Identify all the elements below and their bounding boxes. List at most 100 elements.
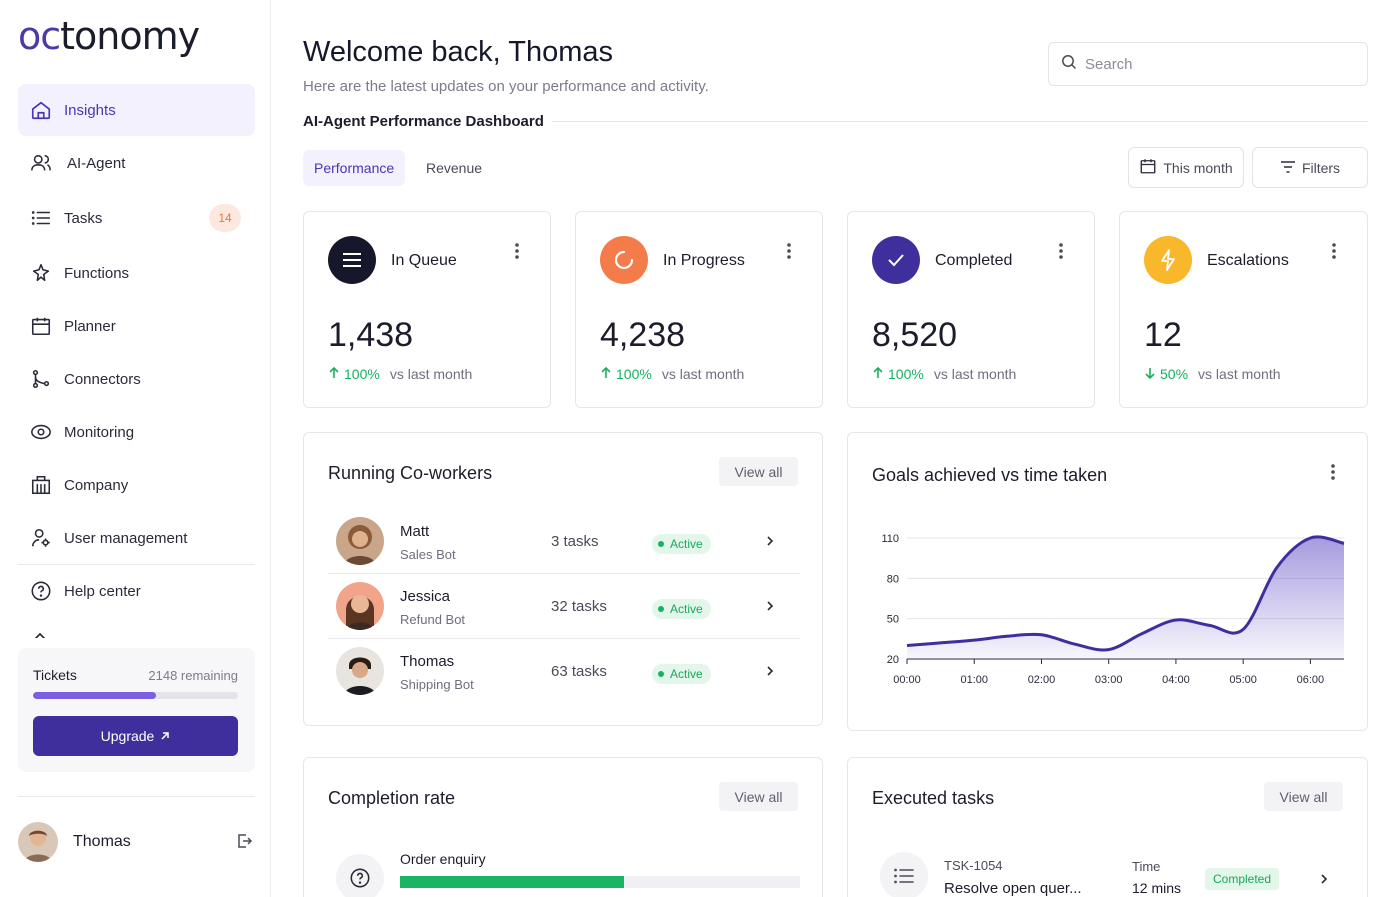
- view-all-button[interactable]: View all: [719, 782, 798, 811]
- loader-icon: [600, 236, 648, 284]
- sidebar-item-label: Connectors: [64, 370, 141, 388]
- eye-icon: [30, 421, 52, 443]
- section-title: Executed tasks: [872, 788, 995, 808]
- completion-rate-card: Completion rate View all Order enquiry: [303, 757, 823, 897]
- coworker-role: Shipping Bot: [400, 677, 474, 692]
- page-title: Welcome back, Thomas: [303, 36, 613, 68]
- status-badge: Active: [652, 664, 711, 684]
- sidebar-item-label: Functions: [64, 264, 130, 282]
- avatar: [336, 582, 384, 630]
- sidebar-item-functions[interactable]: Functions: [18, 247, 255, 299]
- series-line: [906, 535, 1345, 652]
- x-tick-label: 05:00: [1229, 674, 1257, 686]
- coworker-row[interactable]: Thomas Shipping Bot 63 tasks Active: [328, 639, 800, 704]
- chevron-right-icon[interactable]: [764, 663, 776, 679]
- user-profile[interactable]: Thomas: [18, 820, 255, 864]
- sidebar-item-connectors[interactable]: Connectors: [18, 353, 255, 405]
- tab-revenue[interactable]: Revenue: [426, 160, 483, 176]
- stat-card-escalations: Escalations 12 50% vs last month: [1119, 211, 1368, 408]
- coworker-tasks: 3 tasks: [551, 533, 599, 550]
- page-subtitle: Here are the latest updates on your perf…: [303, 78, 709, 95]
- x-tick-label: 01:00: [960, 674, 988, 686]
- x-tick-label: 06:00: [1297, 674, 1325, 686]
- view-all-button[interactable]: View all: [719, 457, 798, 486]
- upgrade-button[interactable]: Upgrade: [33, 716, 238, 756]
- stat-card-in-progress: In Progress 4,238 100% vs last month: [575, 211, 823, 408]
- sidebar-item-user-management[interactable]: User management: [18, 512, 255, 564]
- date-range-button[interactable]: This month: [1128, 147, 1244, 188]
- sidebar-item-help-center[interactable]: Help center: [18, 565, 255, 617]
- view-all-button[interactable]: View all: [1264, 782, 1343, 811]
- y-tick-label: 50: [887, 614, 899, 626]
- chevron-right-icon[interactable]: [764, 598, 776, 614]
- stat-vs: vs last month: [933, 366, 1017, 382]
- sidebar-item-label: User management: [64, 529, 188, 547]
- stat-trend: 50% vs last month: [1144, 366, 1281, 382]
- coworker-role: Sales Bot: [400, 547, 456, 562]
- search-input[interactable]: [1085, 55, 1345, 73]
- sidebar-item-label: Planner: [64, 317, 116, 335]
- status-badge: Active: [652, 599, 711, 619]
- sidebar: octonomy Insights AI-Agent Tasks 14 Func…: [0, 0, 271, 897]
- user-gear-icon: [30, 527, 52, 549]
- sidebar-item-label: Company: [64, 476, 129, 494]
- search-icon: [1061, 54, 1077, 75]
- sidebar-item-tasks[interactable]: Tasks 14: [18, 192, 255, 244]
- logo[interactable]: octonomy: [18, 14, 200, 58]
- help-circle-icon: [336, 854, 384, 897]
- calendar-icon: [1139, 157, 1157, 178]
- coworker-role: Refund Bot: [400, 612, 466, 627]
- more-vertical-icon[interactable]: [1330, 463, 1336, 481]
- stat-label: In Progress: [663, 252, 745, 269]
- date-range-label: This month: [1163, 159, 1233, 176]
- stat-value: 4,238: [600, 316, 686, 354]
- stat-card-completed: Completed 8,520 100% vs last month: [847, 211, 1095, 408]
- sidebar-divider: [18, 564, 255, 565]
- bolt-icon: [1144, 236, 1192, 284]
- avatar: [336, 517, 384, 565]
- section-title: Goals achieved vs time taken: [872, 465, 1108, 485]
- goals-chart-card: Goals achieved vs time taken 20 50 80 110 00…: [847, 432, 1368, 731]
- sidebar-item-planner[interactable]: Planner: [18, 300, 255, 352]
- filters-label: Filters: [1301, 159, 1341, 176]
- stat-value: 1,438: [328, 316, 414, 354]
- coworker-name: Jessica: [400, 588, 451, 605]
- y-tick-label: 20: [887, 654, 899, 666]
- chevron-up-icon[interactable]: [33, 628, 47, 638]
- status-badge: Completed: [1205, 868, 1280, 890]
- completion-label: Order enquiry: [400, 851, 486, 867]
- coworker-name: Matt: [400, 523, 430, 540]
- chevron-right-icon[interactable]: [1318, 871, 1330, 887]
- sidebar-item-monitoring[interactable]: Monitoring: [18, 406, 255, 458]
- y-tick-label: 110: [881, 533, 899, 545]
- stat-pct: 100%: [888, 366, 924, 382]
- coworker-row[interactable]: Jessica Refund Bot 32 tasks Active: [328, 574, 800, 639]
- stat-trend: 100% vs last month: [872, 366, 1016, 382]
- x-tick-label: 02:00: [1028, 674, 1056, 686]
- arrow-up-icon: [600, 366, 612, 382]
- more-vertical-icon[interactable]: [1331, 242, 1337, 260]
- sidebar-item-insights[interactable]: Insights: [18, 84, 255, 136]
- tab-performance[interactable]: Performance: [303, 150, 406, 186]
- tasks-count-badge: 14: [209, 204, 241, 232]
- arrow-down-icon: [1144, 366, 1156, 382]
- more-vertical-icon[interactable]: [1058, 242, 1064, 260]
- tickets-card: Tickets 2148 remaining Upgrade: [18, 648, 255, 772]
- check-icon: [872, 236, 920, 284]
- stat-pct: 100%: [344, 366, 380, 382]
- more-vertical-icon[interactable]: [786, 242, 792, 260]
- completion-progress-bar: [400, 876, 800, 888]
- filters-button[interactable]: Filters: [1252, 147, 1368, 188]
- stat-vs: vs last month: [1198, 366, 1281, 382]
- more-vertical-icon[interactable]: [514, 242, 520, 260]
- sidebar-item-company[interactable]: Company: [18, 459, 255, 511]
- sidebar-item-ai-agent[interactable]: AI-Agent: [18, 137, 255, 189]
- search-box[interactable]: [1048, 42, 1368, 86]
- sidebar-item-label: AI-Agent: [67, 154, 126, 172]
- chevron-right-icon[interactable]: [764, 533, 776, 549]
- logout-icon[interactable]: [235, 832, 253, 850]
- x-tick-label: 00:00: [893, 674, 921, 686]
- git-branch-icon: [30, 368, 52, 390]
- coworker-row[interactable]: Matt Sales Bot 3 tasks Active: [328, 509, 800, 574]
